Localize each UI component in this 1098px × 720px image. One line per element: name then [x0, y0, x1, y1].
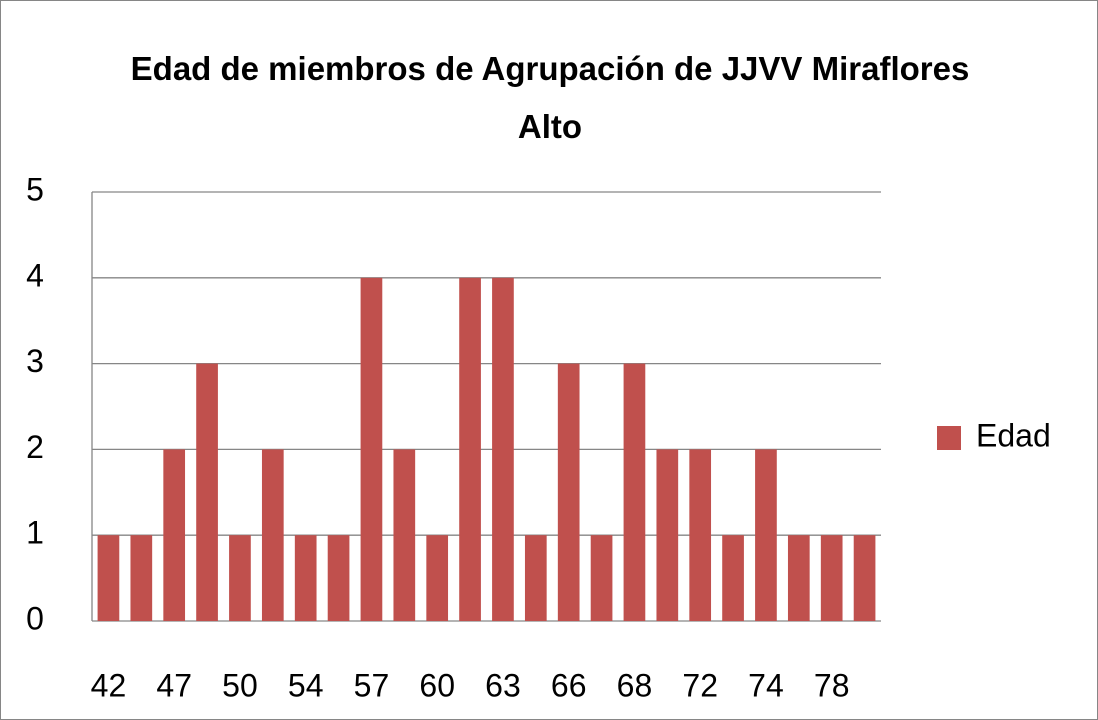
x-tick-label: 78	[814, 667, 850, 703]
y-tick-label: 2	[26, 429, 44, 465]
x-tick-label: 63	[485, 667, 521, 703]
x-tick-label: 54	[288, 667, 324, 703]
bar	[327, 535, 350, 621]
x-tick-label: 47	[156, 667, 192, 703]
bar	[393, 449, 416, 621]
legend-label: Edad	[976, 417, 1051, 453]
bar	[820, 535, 843, 621]
y-tick-label: 1	[26, 515, 44, 551]
bar	[229, 535, 251, 621]
bar	[722, 535, 744, 621]
bar	[459, 277, 481, 621]
x-tick-label: 72	[682, 667, 718, 703]
bar	[97, 535, 120, 621]
y-tick-label: 0	[26, 600, 44, 636]
bar	[492, 277, 514, 621]
bar	[130, 535, 153, 621]
bar	[656, 449, 679, 621]
x-tick-label: 57	[354, 667, 390, 703]
bar	[787, 535, 810, 621]
x-tick-label: 60	[419, 667, 455, 703]
bar	[853, 535, 876, 621]
chart-title: Edad de miembros de Agrupación de JJVV M…	[130, 50, 970, 145]
y-tick-label: 4	[26, 257, 44, 293]
bar	[196, 363, 218, 621]
x-tick-label: 68	[617, 667, 653, 703]
legend-swatch	[937, 426, 961, 450]
bar	[294, 535, 317, 621]
y-tick-label: 3	[26, 343, 44, 379]
x-tick-label: 74	[748, 667, 784, 703]
bar	[524, 535, 547, 621]
y-tick-label: 5	[26, 171, 44, 207]
x-tick-label: 66	[551, 667, 587, 703]
bar	[163, 449, 186, 621]
x-tick-label: 42	[91, 667, 127, 703]
bar	[360, 277, 383, 621]
bar	[426, 535, 449, 621]
bar	[623, 363, 646, 621]
bar	[755, 449, 777, 621]
bar	[261, 449, 284, 621]
bar	[590, 535, 613, 621]
bar	[557, 363, 580, 621]
bar	[689, 449, 712, 621]
x-tick-label: 50	[222, 667, 258, 703]
